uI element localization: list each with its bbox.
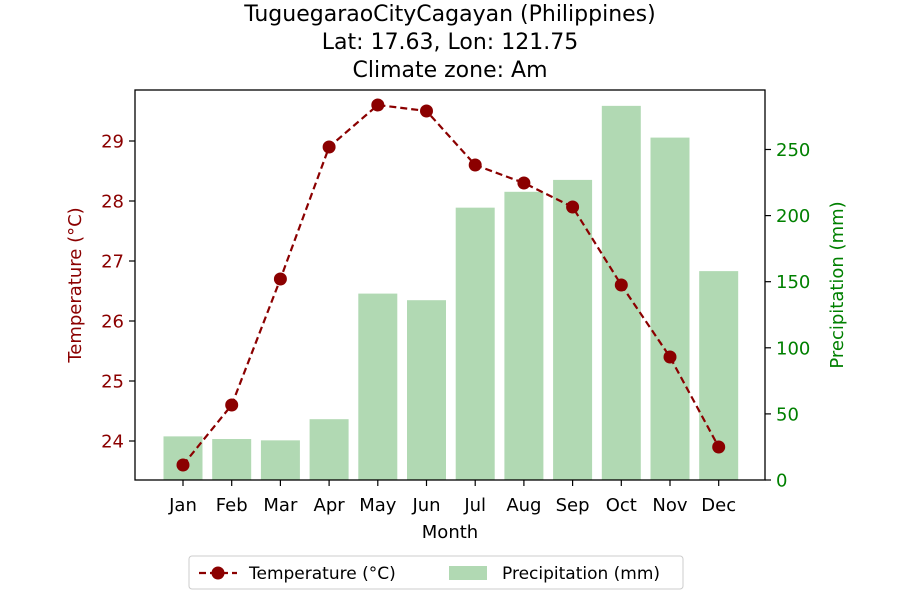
x-tick-label-sep: Sep bbox=[556, 495, 590, 516]
precipitation-bar-jul bbox=[455, 207, 495, 480]
chart-title: TuguegaraoCityCagayan (Philippines) Lat:… bbox=[243, 2, 655, 83]
temperature-tick-label-24: 24 bbox=[101, 432, 124, 453]
temperature-point-jul bbox=[468, 158, 482, 172]
chart-title-line-3: Climate zone: Am bbox=[352, 58, 547, 83]
precipitation-tick-label-250: 250 bbox=[776, 140, 810, 161]
chart-title-line-2: Lat: 17.63, Lon: 121.75 bbox=[322, 30, 578, 55]
temperature-point-dec bbox=[712, 440, 726, 454]
precipitation-bar-jun bbox=[407, 300, 446, 480]
precipitation-bar-sep bbox=[553, 179, 593, 480]
x-tick-label-dec: Dec bbox=[701, 495, 736, 516]
precipitation-bar-nov bbox=[650, 137, 690, 481]
x-axis-label: Month bbox=[422, 522, 478, 543]
legend-frame bbox=[188, 555, 684, 590]
precipitation-axis: 0 50 100 150 200 250 bbox=[765, 140, 810, 492]
x-axis: Jan Feb Mar Apr May Jun Jul Aug Sep Oct Nov Dec bbox=[168, 480, 736, 516]
temperature-point-nov bbox=[663, 350, 677, 364]
precipitation-tick-label-0: 0 bbox=[776, 471, 787, 492]
precipitation-bar-jan bbox=[163, 436, 203, 480]
temperature-series bbox=[176, 98, 726, 472]
precipitation-bar-oct bbox=[601, 105, 641, 480]
precipitation-bar-apr bbox=[309, 419, 349, 480]
temperature-axis-label: Temperature (°C) bbox=[65, 207, 86, 363]
temperature-point-sep bbox=[566, 200, 580, 214]
precipitation-tick-label-200: 200 bbox=[776, 206, 810, 227]
x-tick-label-jan: Jan bbox=[168, 495, 197, 516]
x-tick-label-mar: Mar bbox=[263, 495, 298, 516]
precipitation-bars bbox=[163, 105, 739, 481]
x-tick-label-aug: Aug bbox=[506, 495, 541, 516]
plot-frame bbox=[134, 89, 766, 481]
temperature-axis: 24 25 26 27 28 29 bbox=[101, 132, 135, 453]
legend-temperature-label: Temperature (°C) bbox=[248, 564, 396, 584]
temperature-tick-label-26: 26 bbox=[101, 312, 124, 333]
temperature-point-may bbox=[371, 98, 385, 112]
precipitation-tick-label-50: 50 bbox=[776, 404, 799, 425]
precipitation-bar-feb bbox=[212, 439, 252, 480]
legend-precipitation-swatch bbox=[449, 566, 487, 580]
temperature-point-aug bbox=[517, 176, 531, 190]
x-tick-label-may: May bbox=[359, 495, 397, 516]
x-tick-label-jun: Jun bbox=[411, 495, 440, 516]
temperature-point-oct bbox=[614, 278, 628, 292]
temperature-tick-label-29: 29 bbox=[101, 132, 124, 153]
x-tick-label-oct: Oct bbox=[606, 495, 637, 516]
precipitation-tick-label-150: 150 bbox=[776, 272, 810, 293]
x-tick-label-nov: Nov bbox=[652, 495, 687, 516]
temperature-point-apr bbox=[322, 140, 336, 154]
precipitation-bar-may bbox=[358, 293, 398, 480]
temperature-tick-label-27: 27 bbox=[101, 252, 124, 273]
x-tick-label-jul: Jul bbox=[463, 495, 486, 516]
precipitation-tick-label-100: 100 bbox=[776, 338, 810, 359]
legend-precipitation-label: Precipitation (mm) bbox=[502, 564, 660, 584]
temperature-point-mar bbox=[273, 272, 287, 286]
temperature-point-jun bbox=[420, 104, 433, 118]
temperature-line bbox=[182, 103, 720, 466]
temperature-point-feb bbox=[225, 398, 239, 412]
precipitation-axis-label: Precipitation (mm) bbox=[827, 201, 848, 368]
precipitation-bar-aug bbox=[504, 191, 544, 480]
precipitation-bar-mar bbox=[260, 440, 300, 480]
temperature-tick-label-28: 28 bbox=[101, 192, 124, 213]
x-tick-label-apr: Apr bbox=[314, 495, 346, 516]
legend-temperature-marker bbox=[211, 566, 225, 580]
temperature-tick-label-25: 25 bbox=[101, 372, 124, 393]
temperature-point-jan bbox=[176, 458, 190, 472]
legend: Temperature (°C) Precipitation (mm) bbox=[188, 555, 684, 590]
chart-title-line-1: TuguegaraoCityCagayan (Philippines) bbox=[243, 2, 655, 27]
x-tick-label-feb: Feb bbox=[216, 495, 248, 516]
